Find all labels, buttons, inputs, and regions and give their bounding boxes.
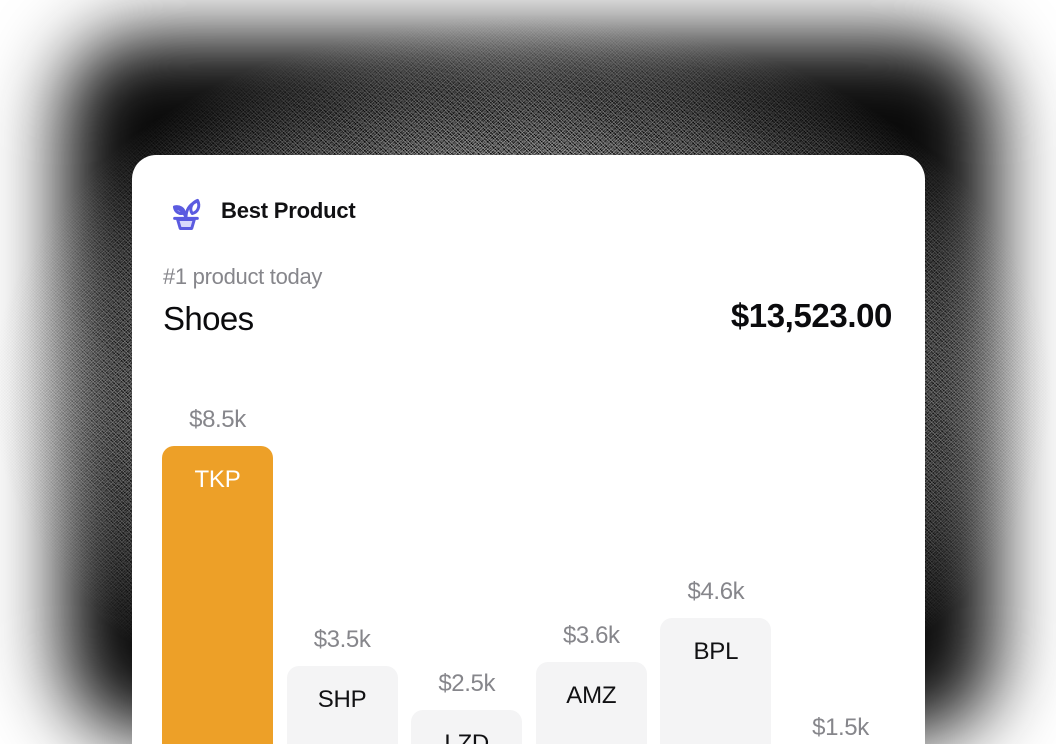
- bar-category-label: BPL: [693, 638, 739, 665]
- bar-column-bpl[interactable]: $4.6k BPL: [660, 576, 772, 744]
- bar-value-label: $2.5k: [438, 670, 496, 697]
- bar-bpl[interactable]: BPL: [660, 618, 772, 744]
- bar-category-label: LZD: [444, 730, 490, 744]
- best-product-card: Best Product #1 product today Shoes $13,…: [132, 155, 925, 744]
- potted-plant-icon: [163, 188, 208, 233]
- card-header: Best Product: [163, 188, 356, 233]
- card-subtitle: #1 product today: [163, 264, 323, 289]
- card-title: Best Product: [221, 197, 356, 223]
- bar-column-tkp[interactable]: $8.5k TKP: [162, 404, 273, 744]
- bar-category-label: TKP: [194, 466, 241, 493]
- bar-lzd[interactable]: LZD: [411, 710, 523, 744]
- bar-category-label: SHP: [317, 686, 367, 713]
- product-amount: $13,523.00: [730, 297, 893, 334]
- product-bar-chart: $8.5k TKP $3.5k SHP $2.5k LZD $3.6k AMZ $4.6k BPL…: [162, 370, 895, 744]
- bar-column-amz[interactable]: $3.6k AMZ: [535, 620, 647, 744]
- bar-amz[interactable]: AMZ: [535, 662, 647, 744]
- bar-column-shp[interactable]: $3.5k SHP: [286, 624, 398, 744]
- bar-value-label: $1.5k: [812, 714, 869, 741]
- bar-value-label: $8.5k: [189, 406, 246, 433]
- bar-column-alb[interactable]: $1.5kALB: [785, 712, 896, 744]
- bar-tkp[interactable]: TKP: [162, 446, 273, 744]
- product-name: Shoes: [163, 300, 254, 337]
- bar-value-label: $4.6k: [687, 578, 745, 605]
- bar-category-label: AMZ: [566, 682, 617, 709]
- bar-shp[interactable]: SHP: [286, 666, 398, 744]
- bar-column-lzd[interactable]: $2.5k LZD: [411, 668, 523, 744]
- bar-value-label: $3.6k: [562, 622, 620, 649]
- bar-value-label: $3.5k: [313, 626, 371, 653]
- bar-group: $8.5k TKP $3.5k SHP $2.5k LZD $3.6k AMZ $4.6k BPL…: [162, 370, 895, 744]
